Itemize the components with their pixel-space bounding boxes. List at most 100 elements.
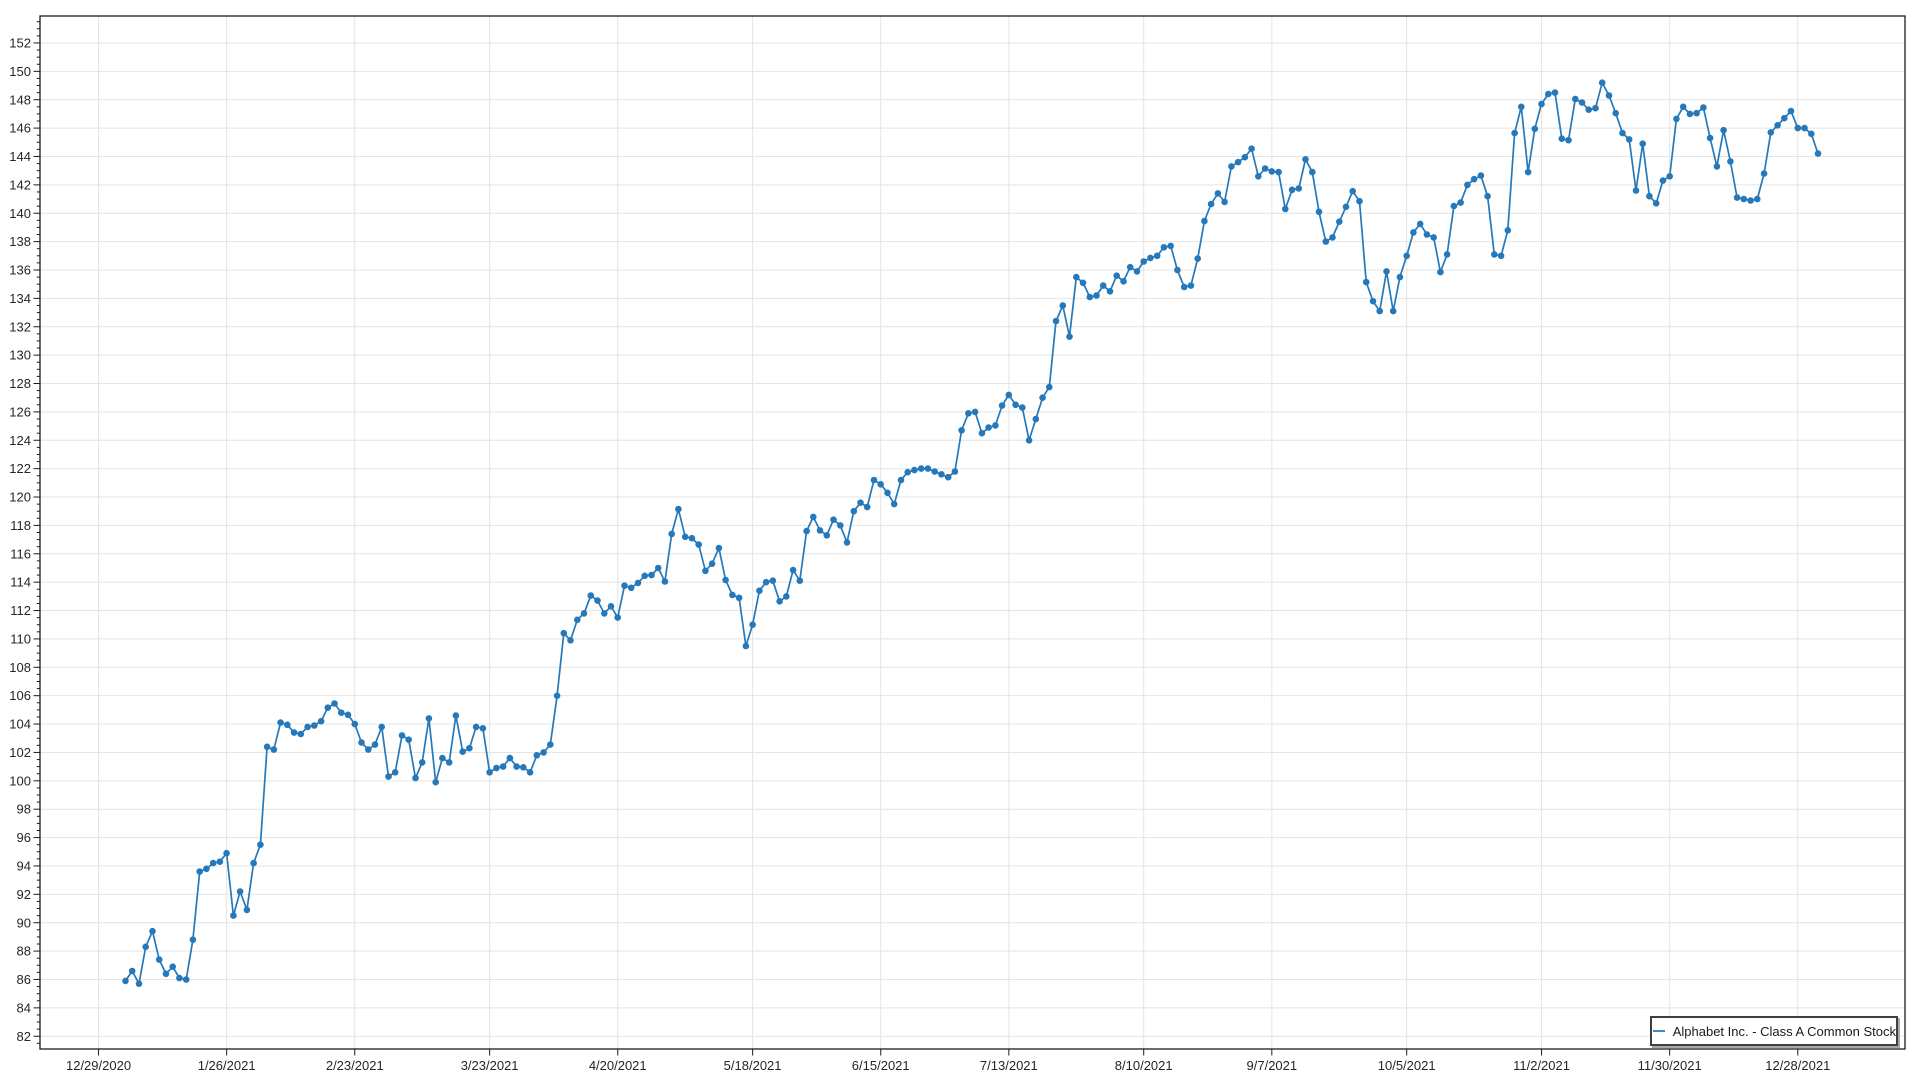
data-point-marker xyxy=(270,746,278,753)
data-point-marker xyxy=(1524,168,1532,176)
data-point-marker xyxy=(1700,104,1707,111)
data-point-marker xyxy=(877,481,884,488)
data-point-marker xyxy=(1362,278,1370,286)
y-tick-label: 94 xyxy=(17,859,31,874)
data-point-marker xyxy=(1720,126,1727,134)
data-point-marker xyxy=(1012,401,1019,409)
data-point-marker xyxy=(1565,136,1572,144)
data-point-marker xyxy=(1336,218,1343,225)
data-point-marker xyxy=(290,729,298,736)
data-point-marker xyxy=(863,503,871,511)
data-point-marker xyxy=(1774,122,1781,129)
data-point-marker xyxy=(614,614,621,621)
data-point-marker xyxy=(540,749,547,756)
data-point-marker xyxy=(338,709,345,716)
data-point-marker xyxy=(1120,278,1127,285)
data-point-marker xyxy=(1693,109,1700,117)
data-point-marker xyxy=(1133,268,1141,275)
data-point-marker xyxy=(749,621,756,628)
data-point-marker xyxy=(1025,437,1033,444)
data-point-marker xyxy=(216,858,224,865)
data-point-marker xyxy=(284,721,291,729)
data-point-marker xyxy=(135,980,143,987)
x-tick-label: 12/28/2021 xyxy=(1765,1058,1830,1073)
data-point-marker xyxy=(1241,153,1249,161)
data-point-marker xyxy=(1484,192,1491,200)
y-tick-label: 116 xyxy=(10,546,31,561)
data-point-marker xyxy=(1275,168,1282,176)
data-point-marker xyxy=(1410,229,1417,236)
data-point-marker xyxy=(439,754,446,762)
data-point-marker xyxy=(486,769,493,776)
data-point-marker xyxy=(1538,100,1545,108)
data-point-marker xyxy=(1666,173,1673,180)
data-point-marker xyxy=(607,603,615,610)
data-point-marker xyxy=(155,956,163,963)
data-point-marker xyxy=(1443,251,1451,258)
data-point-marker xyxy=(634,579,642,587)
y-tick-label: 90 xyxy=(17,915,31,930)
data-point-marker xyxy=(1329,234,1336,241)
data-point-marker xyxy=(1369,297,1377,305)
data-point-marker xyxy=(810,513,817,521)
y-tick-label: 130 xyxy=(9,348,31,363)
y-tick-label: 136 xyxy=(9,263,31,278)
data-point-marker xyxy=(378,723,386,731)
data-point-marker xyxy=(1066,333,1073,341)
data-point-marker xyxy=(843,539,851,546)
y-tick-label: 106 xyxy=(9,688,31,703)
data-point-marker xyxy=(1160,244,1168,251)
data-point-marker xyxy=(520,764,527,771)
data-point-marker xyxy=(513,763,520,770)
data-point-marker xyxy=(1679,103,1687,111)
data-point-marker xyxy=(1416,220,1424,228)
data-point-marker xyxy=(1740,195,1748,203)
data-point-marker xyxy=(1632,187,1640,194)
y-tick-label: 124 xyxy=(9,433,31,448)
data-point-marker xyxy=(998,402,1006,409)
data-point-marker xyxy=(1686,110,1694,118)
data-point-marker xyxy=(1086,293,1094,301)
data-point-marker xyxy=(189,936,197,943)
x-tick-label: 9/7/2021 xyxy=(1247,1058,1298,1073)
data-point-marker xyxy=(425,715,433,722)
data-point-marker xyxy=(1767,129,1775,136)
data-point-marker xyxy=(1592,104,1599,112)
data-point-marker xyxy=(1214,190,1222,197)
data-point-marker xyxy=(1423,231,1431,238)
data-point-marker xyxy=(1194,255,1201,262)
data-point-marker xyxy=(1383,268,1390,275)
data-point-marker xyxy=(1551,89,1559,96)
data-point-marker xyxy=(1403,252,1410,260)
data-point-marker xyxy=(1572,95,1579,103)
y-tick-label: 98 xyxy=(17,802,31,817)
data-point-marker xyxy=(789,566,797,574)
y-tick-label: 86 xyxy=(17,972,31,987)
y-tick-label: 118 xyxy=(10,518,31,533)
y-tick-label: 142 xyxy=(9,177,31,192)
y-tick-label: 122 xyxy=(9,461,31,476)
data-point-marker xyxy=(917,465,925,472)
data-point-marker xyxy=(1639,140,1646,147)
data-point-marker xyxy=(1760,170,1768,177)
data-point-marker xyxy=(924,465,932,472)
y-axis: 82 84 86 88 90 92 94 96 98 100 102 104 106 108 110 112 1… xyxy=(9,21,40,1044)
data-point-marker xyxy=(122,977,129,985)
data-point-marker xyxy=(1659,177,1667,184)
y-tick-label: 134 xyxy=(9,291,31,306)
data-point-marker xyxy=(1309,168,1316,176)
x-tick-label: 12/29/2020 xyxy=(66,1058,131,1073)
data-point-marker xyxy=(1356,197,1363,205)
data-point-marker xyxy=(567,637,574,644)
data-point-marker xyxy=(499,763,507,770)
data-point-marker xyxy=(344,711,352,719)
data-point-marker xyxy=(1619,129,1626,137)
data-point-marker xyxy=(1646,192,1653,200)
data-point-marker xyxy=(1207,200,1215,208)
data-point-marker xyxy=(230,912,237,919)
data-point-marker xyxy=(263,743,271,751)
data-point-marker xyxy=(162,970,170,978)
data-point-marker xyxy=(1302,156,1309,163)
data-point-marker xyxy=(708,560,716,567)
